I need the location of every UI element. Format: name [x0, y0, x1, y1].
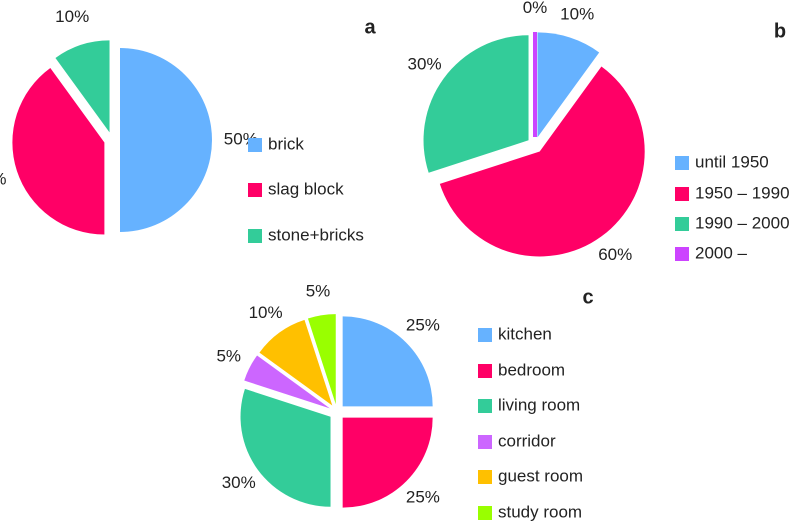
pie-slice — [240, 388, 331, 507]
pie-slice — [55, 40, 110, 133]
legend-swatch — [675, 156, 689, 170]
legend-label: brick — [268, 134, 304, 153]
legend-label: guest room — [498, 466, 583, 485]
legend-swatch — [478, 399, 492, 413]
pie-slice — [342, 316, 433, 407]
legend-label: corridor — [498, 431, 556, 450]
legend-swatch — [478, 435, 492, 449]
legend-label: kitchen — [498, 324, 552, 343]
value-label: 25% — [406, 316, 440, 335]
legend-label: 1950 – 1990 — [695, 183, 790, 202]
legend-swatch — [248, 138, 262, 152]
value-label: 5% — [216, 346, 241, 365]
panel-label: b — [774, 20, 786, 42]
legend-swatch — [675, 217, 689, 231]
value-label: 40% — [0, 169, 7, 188]
legend-swatch — [478, 470, 492, 484]
legend-label: slag block — [268, 179, 344, 198]
legend-swatch — [675, 247, 689, 261]
value-label: 60% — [598, 245, 632, 264]
legend-label: bedroom — [498, 360, 565, 379]
pie-slice — [537, 32, 600, 138]
value-label: 10% — [249, 303, 283, 322]
pie-slice — [439, 66, 645, 257]
value-label: 25% — [406, 487, 440, 506]
pie-slice — [12, 68, 105, 235]
value-label: 0% — [523, 0, 548, 17]
pie-slice — [120, 48, 212, 232]
value-label: 5% — [306, 281, 331, 300]
value-label: 30% — [222, 473, 256, 492]
legend-swatch — [248, 229, 262, 243]
legend-label: 2000 – — [695, 243, 748, 262]
legend-swatch — [248, 183, 262, 197]
legend-label: until 1950 — [695, 152, 769, 171]
pie-slice — [259, 319, 333, 406]
pie-slice — [244, 355, 330, 409]
legend-swatch — [478, 328, 492, 342]
pie-slice — [342, 417, 433, 508]
legend-label: 1990 – 2000 — [695, 213, 790, 232]
panel-label: a — [364, 16, 376, 38]
legend-swatch — [478, 364, 492, 378]
value-label: 10% — [55, 7, 89, 26]
pie-slice — [307, 314, 336, 405]
panel-label: c — [582, 286, 593, 308]
legend-swatch — [675, 187, 689, 201]
value-label: 10% — [560, 5, 594, 24]
legend-label: living room — [498, 395, 580, 414]
legend-swatch — [478, 506, 492, 520]
value-label: 30% — [408, 54, 442, 73]
legend-label: study room — [498, 502, 582, 521]
pie-slice — [423, 35, 529, 173]
legend-label: stone+bricks — [268, 225, 364, 244]
